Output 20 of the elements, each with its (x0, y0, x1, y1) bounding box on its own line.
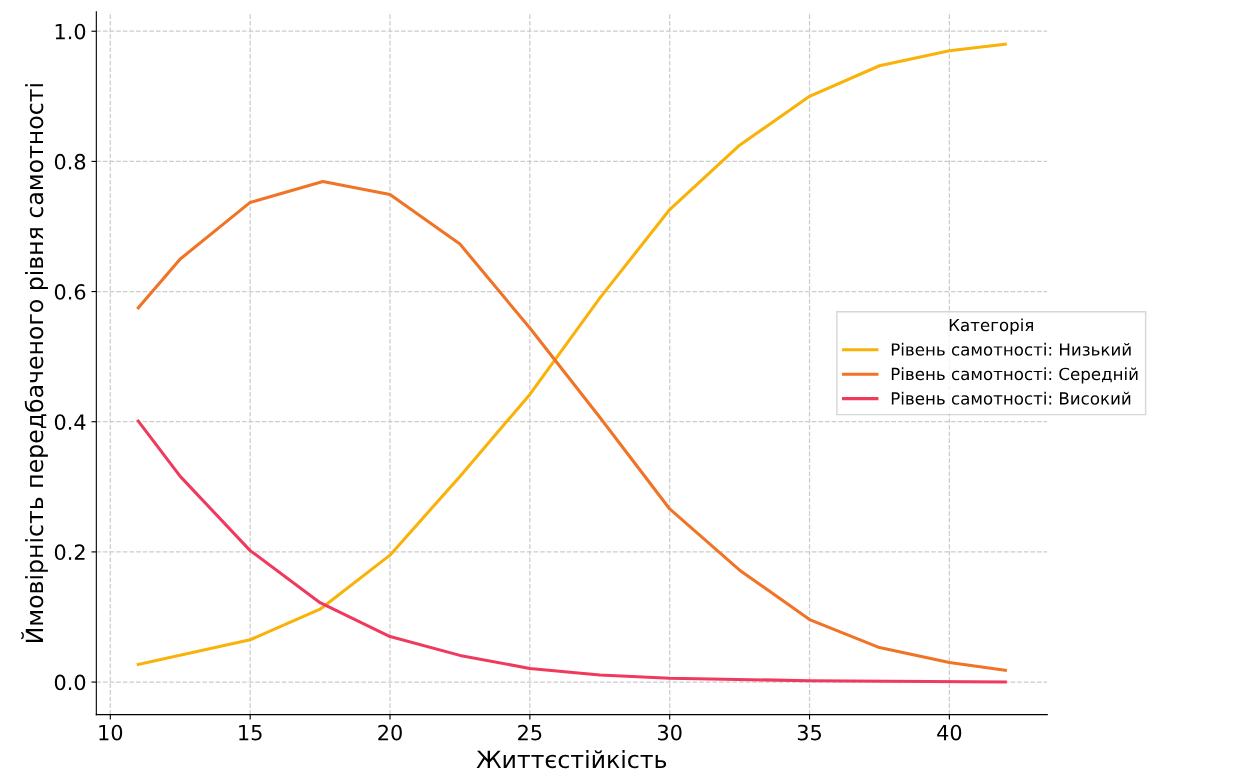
legend-label: Рівень самотності: Високий (891, 391, 1131, 405)
y-tick-label: 0.0 (54, 674, 86, 691)
x-tick-label: 15 (239, 724, 262, 741)
x-tick-label: 35 (797, 724, 821, 741)
x-tick-label: 30 (658, 724, 682, 741)
line-series (136, 419, 1007, 684)
legend-title: Категорія (949, 318, 1033, 335)
legend-label: Рівень самотності: Середній (891, 367, 1138, 384)
x-tick-label: 20 (378, 724, 402, 741)
y-tick-label: 0.6 (54, 284, 86, 300)
y-tick-label: 0.4 (54, 414, 86, 430)
y-tick-label: 1.0 (55, 23, 86, 40)
y-axis-title: Ймовірність передбаченого рівня самотності (21, 84, 48, 643)
x-axis-title: Життєстійкість (476, 750, 667, 769)
legend-label: Рівень самотності: Низький (891, 342, 1131, 356)
x-tick-label: 25 (518, 724, 542, 741)
y-tick-label: 0.2 (54, 544, 85, 561)
y-tick-label: 0.8 (54, 153, 86, 170)
x-tick-label: 10 (99, 724, 123, 741)
x-tick-label: 40 (937, 724, 962, 741)
